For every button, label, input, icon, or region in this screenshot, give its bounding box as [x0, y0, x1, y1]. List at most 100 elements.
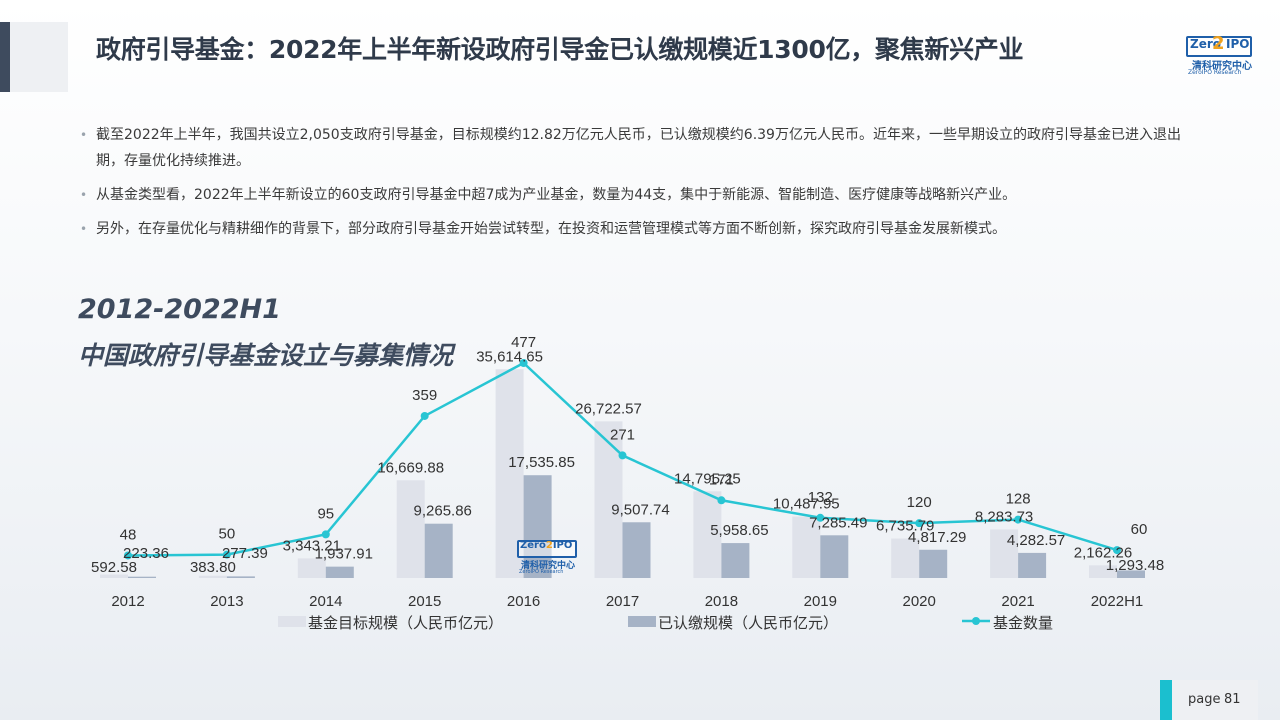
- fund-count-point: [915, 519, 924, 528]
- fund-count-label: 171: [709, 471, 734, 488]
- target-scale-bar: [990, 529, 1019, 578]
- logo-cn-text: 清科研究中心: [1192, 61, 1252, 72]
- fund-count-point: [618, 451, 627, 460]
- fund-count-label: 50: [219, 526, 236, 543]
- year-tick-label: 2017: [606, 593, 639, 610]
- year-tick-label: 2021: [1001, 593, 1034, 610]
- subscribed-scale-bar: [622, 522, 651, 578]
- subscribed-scale-label: 1,293.48: [1106, 557, 1164, 574]
- year-tick-label: 2015: [408, 593, 441, 610]
- subscribed-scale-bar: [721, 543, 750, 578]
- target-scale-bar: [792, 516, 821, 578]
- legend-subscribed-label: 已认缴规模（人民币亿元）: [658, 614, 838, 632]
- year-tick-label: 2016: [507, 593, 540, 610]
- target-scale-bar: [198, 575, 227, 578]
- fund-count-label: 132: [808, 489, 833, 506]
- watermark-zero2ipo: Zero2IPO: [520, 540, 573, 551]
- target-scale-label: 592.58: [91, 559, 137, 576]
- bullet-item: 截至2022年上半年，我国共设立2,050支政府引导基金，目标规模约12.82万…: [78, 122, 1208, 174]
- legend-target-swatch: [278, 616, 306, 627]
- bullet-item: 另外，在存量优化与精耕细作的背景下，部分政府引导基金开始尝试转型，在投资和运营管…: [78, 216, 1208, 242]
- watermark-cn-text: 清科研究中心: [521, 561, 576, 571]
- fund-count-point: [124, 551, 132, 560]
- target-scale-bar: [297, 558, 326, 578]
- subscribed-scale-bar: [424, 523, 453, 578]
- summary-bullets: 截至2022年上半年，我国共设立2,050支政府引导基金，目标规模约12.82万…: [78, 122, 1208, 250]
- subscribed-scale-label: 1,937.91: [315, 546, 373, 563]
- fund-count-label: 128: [1006, 491, 1031, 508]
- legend-subscribed-swatch: [628, 616, 656, 627]
- watermark-frame: [517, 540, 577, 558]
- fund-count-point: [816, 513, 825, 522]
- logo-two-text: 2: [1212, 33, 1225, 54]
- target-scale-label: 2,162.26: [1074, 544, 1132, 561]
- year-tick-label: 2020: [903, 593, 936, 610]
- chart-title-years: 2012-2022H1: [78, 294, 281, 325]
- target-scale-bar: [396, 480, 425, 578]
- fund-count-label: 359: [412, 387, 437, 404]
- subscribed-scale-label: 4,817.29: [908, 529, 966, 546]
- subscribed-scale-label: 9,507.74: [611, 501, 669, 518]
- page-label: page: [1188, 692, 1221, 707]
- year-tick-label: 2018: [705, 593, 738, 610]
- chart-title-text: 中国政府引导基金设立与募集情况: [78, 341, 454, 370]
- target-scale-label: 26,722.57: [575, 400, 642, 417]
- subscribed-scale-bar: [325, 566, 354, 578]
- title-panel: [10, 22, 68, 92]
- legend-count-marker: [972, 617, 980, 625]
- target-scale-label: 14,795.25: [674, 470, 741, 487]
- title-accent-bar: [0, 22, 10, 92]
- page-number: 81: [1224, 692, 1241, 707]
- fund-count-label: 120: [907, 494, 932, 511]
- logo-ipo-text: IPO: [1226, 37, 1250, 51]
- target-scale-label: 383.80: [190, 559, 236, 576]
- target-scale-label: 8,283.73: [975, 508, 1033, 525]
- year-tick-label: 2012: [111, 593, 144, 610]
- year-tick-label: 2019: [804, 593, 837, 610]
- year-tick-label: 2014: [309, 593, 342, 610]
- fund-count-label: 60: [1131, 521, 1148, 538]
- subscribed-scale-bar: [820, 535, 849, 578]
- fund-count-point: [321, 530, 330, 539]
- target-scale-bar: [594, 421, 623, 578]
- fund-count-point: [1014, 515, 1023, 524]
- page-number-tag: [1160, 680, 1172, 720]
- subscribed-scale-bar: [226, 576, 255, 578]
- fund-count-point: [222, 550, 231, 559]
- legend-target-label: 基金目标规模（人民币亿元）: [308, 614, 503, 632]
- subscribed-scale-label: 9,265.86: [414, 503, 472, 520]
- target-scale-bar: [891, 538, 920, 578]
- subscribed-scale-bar: [1018, 552, 1047, 578]
- subscribed-scale-bar: [523, 475, 552, 578]
- year-tick-label: 2022H1: [1091, 593, 1144, 610]
- target-scale-label: 10,487.95: [773, 496, 840, 513]
- subscribed-scale-label: 7,285.49: [809, 514, 867, 531]
- subscribed-scale-label: 277.39: [222, 545, 268, 562]
- logo-en-text: ZeroIPO Research: [1188, 69, 1242, 76]
- watermark-en-text: ZeroIPO Research: [519, 569, 564, 575]
- page-title: 政府引导基金：2022年上半年新设政府引导金已认缴规模近1300亿，聚焦新兴产业: [96, 35, 1024, 64]
- subscribed-scale-label: 4,282.57: [1007, 532, 1065, 549]
- subscribed-scale-bar: [1117, 570, 1145, 578]
- subscribed-scale-label: 17,535.85: [508, 454, 575, 471]
- watermark-logo: Zero2IPO 清科研究中心 ZeroIPO Research: [517, 540, 577, 578]
- fund-count-label: 95: [317, 505, 334, 522]
- fund-count-point: [420, 411, 429, 420]
- target-scale-label: 6,735.79: [876, 518, 934, 535]
- fund-count-label: 477: [511, 334, 536, 351]
- fund-count-label: 271: [610, 426, 635, 443]
- bullet-item: 从基金类型看，2022年上半年新设立的60支政府引导基金中超7成为产业基金，数量…: [78, 182, 1208, 208]
- target-scale-bar: [100, 574, 128, 578]
- target-scale-label: 16,669.88: [377, 459, 444, 476]
- logo-zero-text: Zero: [1190, 37, 1222, 51]
- target-scale-bar: [693, 491, 722, 578]
- target-scale-label: 35,614.65: [476, 348, 543, 365]
- subscribed-scale-bar: [128, 576, 156, 578]
- subscribed-scale-bar: [919, 549, 948, 578]
- fund-count-label: 48: [120, 526, 137, 543]
- fund-count-point: [717, 496, 726, 505]
- fund-count-point: [1113, 546, 1121, 555]
- year-tick-label: 2013: [210, 593, 243, 610]
- legend-count-label: 基金数量: [993, 614, 1053, 632]
